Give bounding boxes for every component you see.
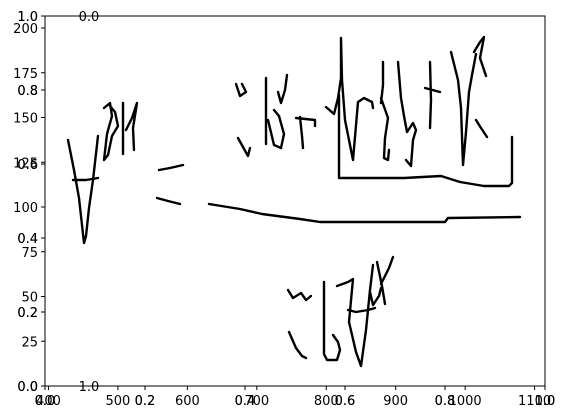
main-y-tick-label: 125 — [13, 156, 38, 171]
scatter-y-tick-label: 0.8 — [17, 84, 38, 99]
stroke-bottom-b — [322, 280, 342, 362]
stroke-sbt-t — [276, 73, 317, 128]
stroke-upper-right-s — [396, 60, 418, 168]
main-y-tick-label: 100 — [13, 201, 38, 216]
stroke-bracket — [337, 93, 514, 188]
scatter-x-tick-label: 0.0 — [35, 394, 56, 409]
stroke-sbt-b — [264, 76, 286, 150]
ticks-upper-line-axes: 0.0 0.2 0.4 0.6 0.8 1.0 0.0 0.2 0.4 0.6 0.8 1.0 — [17, 10, 555, 409]
line-y-tick-label: 0.8 — [17, 84, 38, 99]
bottom-stray-tick-label: 1.0 — [79, 380, 100, 395]
main-x-tick-label: 400 — [36, 394, 61, 409]
main-x-tick-label: 500 — [106, 394, 131, 409]
scatter-x-tick-label: 0.8 — [435, 394, 456, 409]
stroke-upper-right-h — [324, 36, 375, 162]
main-y-tick-label: 175 — [13, 67, 38, 82]
main-x-tick-label: 600 — [175, 394, 200, 409]
scatter-y-tick-label: 0.4 — [17, 232, 38, 247]
stroke-bottom-s — [286, 288, 313, 360]
scatter-x-tick-label: 0.2 — [135, 394, 156, 409]
stroke-bottom-k-loop — [368, 286, 383, 307]
main-x-tick-label: 800 — [314, 394, 339, 409]
main-x-tick-label: 700 — [244, 394, 269, 409]
line-x-tick-label: 1.0 — [535, 394, 556, 409]
stroke-bottom-tail — [346, 306, 377, 314]
main-y-tick-label: 25 — [21, 335, 38, 350]
stroke-upper-right-t — [379, 60, 391, 162]
line-x-tick-label: 0.2 — [135, 394, 156, 409]
stroke-bottom-k — [335, 255, 395, 368]
line-y-tick-label: 0.4 — [17, 232, 38, 247]
stroke-vk-v — [66, 134, 100, 245]
stroke-sbt-s — [234, 82, 252, 158]
line-x-tick-label: 0.6 — [335, 394, 356, 409]
stroke-underline — [207, 202, 522, 224]
handwriting-strokes — [66, 35, 522, 368]
scatter-y-tick-label: 0.6 — [17, 158, 38, 173]
stroke-vk-crossbar — [71, 176, 100, 182]
scatter-y-tick-label: 1.0 — [17, 10, 38, 25]
main-y-tick-label: 75 — [21, 246, 38, 261]
main-x-tick-label: 900 — [383, 394, 408, 409]
stroke-upper-right-k — [449, 35, 489, 167]
scatter-x-tick-label: 1.0 — [535, 394, 556, 409]
main-y-tick-label: 0 — [30, 380, 38, 395]
scatter-x-tick-label: 0.6 — [335, 394, 356, 409]
stroke-dash-bottom — [155, 196, 182, 206]
top-stray-tick-label: 0.0 — [79, 10, 100, 25]
scatter-y-tick-label: 0.0 — [17, 380, 38, 395]
ticks-main-axes: 400 500 600 700 800 900 1000 1100 0 25 50 75 100 125 1… — [13, 22, 551, 409]
stroke-sbt-t2 — [298, 115, 305, 150]
main-x-tick-label: 1000 — [449, 394, 482, 409]
plot-frame — [44, 15, 546, 387]
scatter-y-tick-label: 0.2 — [17, 306, 38, 321]
line-x-tick-label: 0.0 — [35, 394, 56, 409]
line-y-tick-label: 0.0 — [17, 380, 38, 395]
main-y-tick-label: 200 — [13, 22, 38, 37]
stroke-dash-top — [157, 163, 185, 172]
main-y-tick-label: 50 — [21, 291, 38, 306]
line-x-tick-label: 0.8 — [435, 394, 456, 409]
main-x-tick-label: 1100 — [518, 394, 551, 409]
stroke-vk-k-arms — [124, 101, 139, 152]
line-y-tick-label: 0.2 — [17, 306, 38, 321]
line-y-tick-label: 1.0 — [17, 10, 38, 25]
stroke-vk-k-loop — [102, 101, 120, 162]
scatter-x-tick-label: 0.4 — [235, 394, 256, 409]
main-y-tick-label: 150 — [13, 112, 38, 127]
line-x-tick-label: 0.4 — [235, 394, 256, 409]
line-y-tick-label: 0.6 — [17, 158, 38, 173]
ticks-upper-scatter-axes: 0.0 0.2 0.4 0.6 0.8 1.0 0.0 0.2 0.4 0.6 0.8 1.0 0.0 1… — [17, 10, 555, 409]
stroke-upper-right-t3 — [423, 60, 442, 130]
